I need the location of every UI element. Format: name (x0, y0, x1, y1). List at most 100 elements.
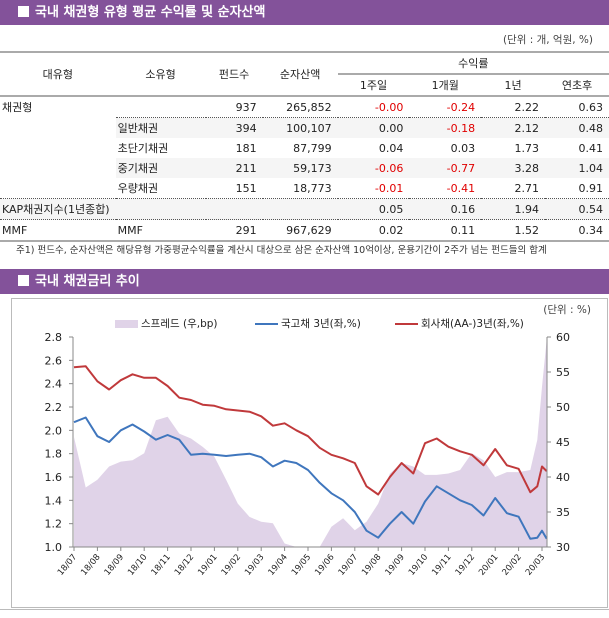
table-row: 우량채권 151 18,773 -0.01 -0.41 2.71 0.91 (0, 178, 609, 199)
x-tick-label: 19/04 (266, 553, 289, 578)
y-right-tick-label: 45 (556, 436, 570, 449)
cell-major: MMF (2, 223, 28, 237)
cell-assets (262, 198, 338, 220)
cell-funds: 211 (205, 158, 263, 178)
cell-w1: 0.05 (337, 198, 410, 220)
y-left-tick-label: 1.8 (45, 448, 63, 461)
table-row: 초단기채권 181 87,799 0.04 0.03 1.73 0.41 (0, 138, 609, 158)
cell-assets: 87,799 (293, 141, 332, 155)
header-minor-type: 소유형 (145, 68, 176, 81)
cell-y1: 1.94 (481, 198, 546, 220)
cell-y1: 2.22 (481, 96, 546, 118)
cell-m1: -0.77 (409, 158, 482, 178)
cell-w1: -0.00 (337, 96, 410, 118)
cell-minor (115, 198, 206, 220)
cell-assets: 18,773 (262, 178, 338, 199)
y-left-tick-label: 2.0 (45, 424, 63, 437)
cell-w1: 0.00 (337, 117, 410, 138)
square-bullet-icon (18, 275, 29, 286)
chart-container (11, 298, 608, 608)
cell-m1: -0.24 (409, 96, 482, 118)
y-right-tick-label: 60 (556, 331, 570, 344)
cell-w1: 0.04 (378, 141, 404, 155)
section-title: 국내 채권금리 추이 (35, 274, 140, 289)
cell-y1: 2.12 (481, 117, 546, 138)
x-tick-label: 19/11 (430, 553, 453, 578)
cell-assets: 59,173 (262, 158, 338, 178)
cell-ytd: 1.04 (545, 158, 609, 178)
cell-minor: 초단기채권 (117, 142, 169, 155)
cell-m1: 0.16 (409, 198, 482, 220)
legend-spread: 스프레드 (우,bp) (115, 316, 218, 331)
chart-unit-label: (단위 : %) (543, 304, 591, 316)
cell-minor: 우량채권 (115, 178, 206, 199)
table-row: 일반채권 394 100,107 0.00 -0.18 2.12 0.48 (0, 117, 609, 138)
cell-funds: 394 (205, 117, 263, 138)
square-bullet-icon (18, 6, 29, 17)
unit-label: (단위 : 개, 억원, %) (502, 34, 593, 46)
x-tick-label: 19/05 (290, 553, 313, 578)
cell-ytd: 0.91 (545, 178, 609, 199)
table-row: 채권형 937 265,852 -0.00 -0.24 2.22 0.63 (0, 96, 609, 118)
legend-gov: 국고채 3년(좌,%) (255, 316, 361, 331)
x-tick-label: 18/12 (173, 553, 196, 578)
section-header-bond-returns: 국내 채권형 유형 평균 수익률 및 순자산액 (0, 0, 609, 25)
x-tick-label: 19/07 (337, 553, 360, 578)
cell-m1: 0.11 (450, 223, 476, 237)
x-tick-label: 19/12 (454, 553, 477, 578)
header-1week: 1주일 (359, 79, 388, 92)
legend-swatch-line (255, 322, 278, 325)
x-tick-label: 20/03 (524, 553, 547, 578)
spread-area (74, 339, 547, 547)
table-row: 중기채권 211 59,173 -0.06 -0.77 3.28 1.04 (0, 158, 609, 178)
section-title: 국내 채권형 유형 평균 수익률 및 순자산액 (35, 5, 266, 20)
cell-major: KAP채권지수(1년종합) (0, 198, 116, 220)
y-right-tick-label: 50 (556, 401, 570, 414)
header-1month: 1개월 (431, 79, 459, 92)
y-left-tick-label: 1.4 (45, 494, 63, 507)
cell-ytd: 0.34 (578, 223, 604, 237)
cell-minor (115, 96, 206, 118)
x-tick-label: 19/08 (360, 553, 383, 578)
bond-fund-table: 대유형 소유형 펀드수 순자산액 수익률 1주일 1개월 1년 연초후 채권형 9… (0, 51, 609, 242)
cell-minor: 중기채권 (115, 158, 206, 178)
cell-assets: 265,852 (262, 96, 338, 118)
cell-ytd: 0.63 (545, 96, 609, 118)
x-tick-label: 20/02 (500, 553, 523, 578)
table-row: MMF MMF 291 967,629 0.02 0.11 1.52 0.34 (0, 220, 609, 242)
x-tick-label: 19/02 (220, 553, 243, 578)
y-right-tick-label: 40 (556, 471, 570, 484)
x-tick-label: 18/11 (149, 553, 172, 578)
table-row: KAP채권지수(1년종합) 0.05 0.16 1.94 0.54 (0, 198, 609, 220)
y-right-tick-label: 35 (556, 506, 570, 519)
y-left-tick-label: 2.2 (45, 401, 63, 414)
header-ytd: 연초후 (561, 79, 593, 92)
y-right-tick-label: 55 (556, 366, 570, 379)
cell-minor: MMF (117, 223, 143, 237)
legend-swatch-line (395, 322, 418, 325)
cell-funds: 151 (205, 178, 263, 199)
cell-funds: 291 (235, 223, 257, 237)
cell-assets: 100,107 (262, 117, 338, 138)
cell-ytd: 0.54 (545, 198, 609, 220)
x-tick-label: 19/06 (313, 553, 336, 578)
cell-minor: 일반채권 (115, 117, 206, 138)
cell-funds (205, 198, 263, 220)
x-tick-label: 19/09 (383, 553, 406, 578)
cell-ytd: 0.48 (545, 117, 609, 138)
legend-label: 회사채(AA-)3년(좌,%) (421, 318, 524, 330)
cell-y1: 2.71 (481, 178, 546, 199)
cell-y1: 1.73 (514, 141, 540, 155)
x-tick-label: 19/03 (243, 553, 266, 578)
header-major-type: 대유형 (42, 68, 73, 81)
x-tick-label: 20/01 (477, 553, 500, 578)
header-return: 수익률 (337, 52, 609, 75)
legend-label: 국고채 3년(좌,%) (281, 318, 361, 330)
header-net-assets: 순자산액 (279, 68, 321, 81)
cell-funds: 181 (235, 141, 257, 155)
section-header-bond-rates: 국내 채권금리 추이 (0, 269, 609, 294)
legend-corp: 회사채(AA-)3년(좌,%) (395, 316, 524, 331)
y-left-tick-label: 2.4 (45, 378, 63, 391)
header-1year: 1년 (504, 79, 522, 92)
cell-w1: -0.01 (337, 178, 410, 199)
